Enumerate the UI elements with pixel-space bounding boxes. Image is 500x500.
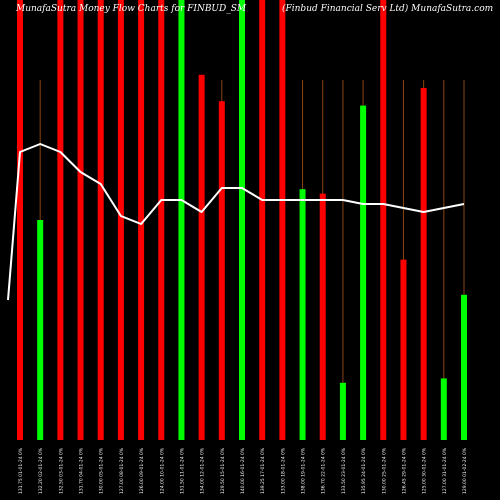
bar-down [57, 0, 64, 440]
x-tick-label: 126.45 29-01-24 0% [401, 447, 407, 494]
x-tick-label: 136.70 22-01-24 0% [321, 447, 327, 494]
bar-down [97, 0, 104, 440]
chart-title: MunafaSutra Money Flow Charts for FINBUD… [16, 4, 247, 14]
x-tick-label: 133.50 23-01-24 0% [341, 447, 347, 494]
x-tick-label: 127.00 08-01-24 0% [119, 447, 125, 494]
bar-up [239, 0, 245, 440]
bar-up [461, 294, 467, 440]
bar-down [400, 259, 407, 440]
bar-up [299, 189, 306, 440]
x-tick-label: 132.20 02-01-24 0% [38, 447, 44, 494]
x-tick-label: 140.00 16-01-24 0% [240, 447, 246, 494]
bar-down [319, 193, 326, 440]
x-tick-label: 138.00 19-01-24 0% [301, 447, 307, 494]
money-flow-line-series [7, 143, 465, 301]
bar-down [138, 0, 145, 440]
x-tick-label: 126.00 09-01-24 0% [139, 447, 145, 494]
x-tick-label: 129.50 15-01-24 0% [220, 447, 226, 494]
bar-down [218, 101, 225, 440]
bar-down [77, 0, 84, 440]
chart-subtitle: (Finbud Financial Serv Ltd) MunafaSutra.… [282, 4, 494, 14]
x-tick-label: 133.00 18-01-24 0% [280, 447, 286, 494]
x-tick-label: 131.70 04-01-24 0% [79, 447, 85, 494]
bar-series [17, 0, 467, 441]
x-tick-label: 134.00 12-01-24 0% [200, 447, 206, 494]
bar-up [440, 378, 447, 440]
x-tick-label: 132.50 03-01-24 0% [58, 447, 64, 494]
x-tick-label: 139.25 17-01-24 0% [260, 447, 266, 494]
x-tick-label: 135.95 24-01-24 0% [361, 447, 367, 494]
x-tick-label: 130.00 05-01-24 0% [99, 447, 105, 494]
bar-up [339, 382, 346, 440]
x-tick-labels: 131.75 01-01-24 0% 132.20 02-01-24 0% 132.… [18, 447, 468, 494]
x-tick-label: 131.50 11-01-24 0% [179, 447, 185, 494]
bar-up [178, 0, 185, 440]
money-flow-line [7, 143, 465, 301]
bar-down [420, 88, 427, 440]
bar-up [37, 220, 44, 440]
bar-down [380, 0, 387, 440]
bar-down [17, 0, 23, 440]
x-tick-label: 124.00 10-01-24 0% [159, 447, 165, 494]
bar-down [279, 0, 286, 440]
x-tick-label: 131.75 01-01-24 0% [18, 447, 24, 494]
x-tick-label: 125.00 30-01-24 0% [422, 447, 428, 494]
bar-down [198, 74, 205, 441]
x-tick-label: 129.00 01-02-24 0% [462, 447, 468, 494]
bar-down [259, 0, 266, 440]
x-tick-label: 130.00 25-01-24 0% [381, 447, 387, 494]
bar-down [158, 0, 165, 440]
bar-up [360, 105, 367, 440]
bar-down [117, 0, 124, 440]
x-tick-label: 127.00 31-01-24 0% [442, 447, 448, 494]
